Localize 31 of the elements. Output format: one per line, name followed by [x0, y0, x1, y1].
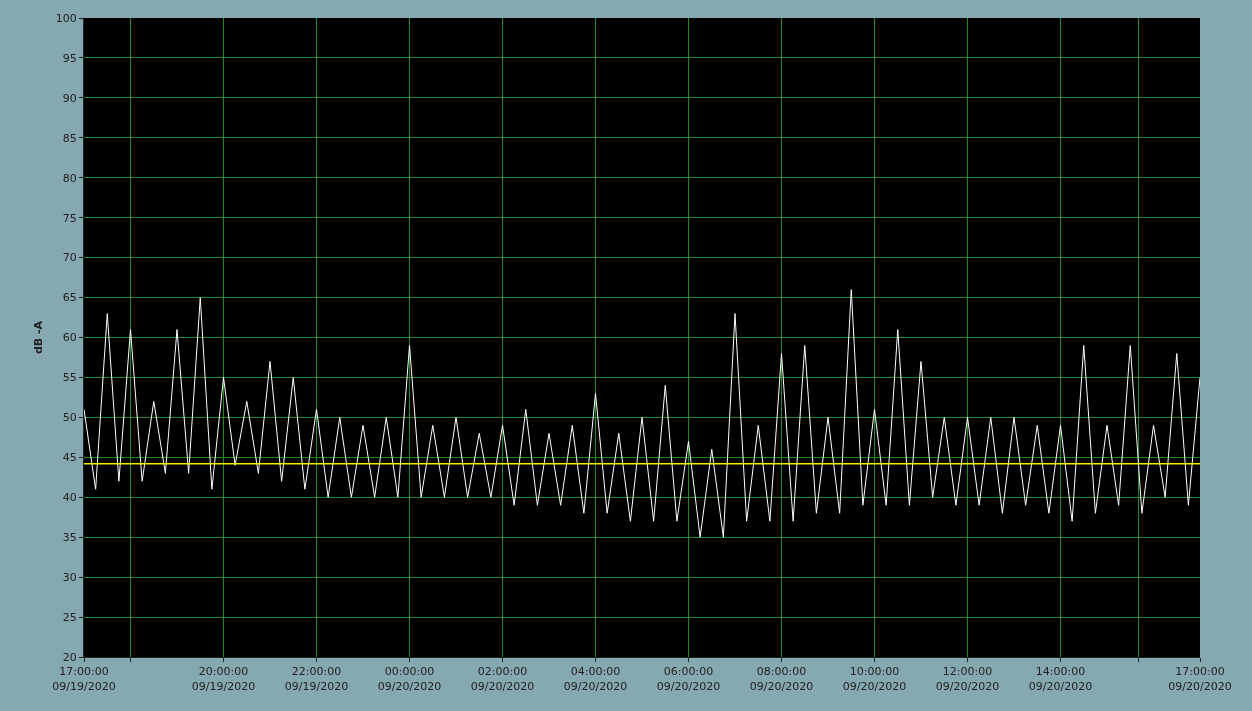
y-tick-label: 80 [62, 171, 77, 185]
y-tick-label: 65 [62, 291, 77, 305]
y-tick-label: 35 [62, 531, 77, 545]
x-tick-label: 02:00:00 09/20/2020 [470, 665, 535, 693]
y-tick-label: 85 [62, 131, 77, 145]
line-series [84, 289, 1200, 538]
x-tick-label: 17:00:00 09/19/2020 [52, 665, 116, 693]
y-tick-label: 55 [62, 371, 77, 385]
y-tick-label: 40 [62, 491, 77, 505]
y-tick-label: 50 [62, 411, 77, 425]
y-tick-label: 70 [62, 251, 77, 265]
y-tick-label: 95 [62, 51, 77, 65]
x-tick-label: 06:00:00 09/20/2020 [656, 665, 721, 693]
x-tick-label: 17:00:00 09/20/2020 [1168, 665, 1232, 693]
x-tick-label: 12:00:00 09/20/2020 [935, 665, 1000, 693]
y-tick-label: 25 [62, 610, 77, 624]
y-tick-label: 100 [55, 11, 77, 25]
y-tick-label: 60 [62, 331, 77, 345]
x-tick-label: 20:00:00 09/19/2020 [191, 665, 256, 693]
x-tick-label: 22:00:00 09/19/2020 [284, 665, 349, 693]
y-axis-title: dB -A [32, 320, 46, 355]
y-tick-label: 20 [62, 650, 77, 664]
x-tick-label: 00:00:00 09/20/2020 [377, 665, 442, 693]
x-tick-label: 10:00:00 09/20/2020 [842, 665, 907, 693]
y-tick-label: 30 [62, 570, 77, 584]
x-tick-label: 08:00:00 09/20/2020 [749, 665, 814, 693]
x-tick-label: 04:00:00 09/20/2020 [563, 665, 628, 693]
x-tick-label: 14:00:00 09/20/2020 [1028, 665, 1093, 693]
y-tick-label: 45 [62, 451, 77, 465]
y-tick-label: 90 [62, 91, 77, 105]
y-tick-label: 75 [62, 211, 77, 225]
